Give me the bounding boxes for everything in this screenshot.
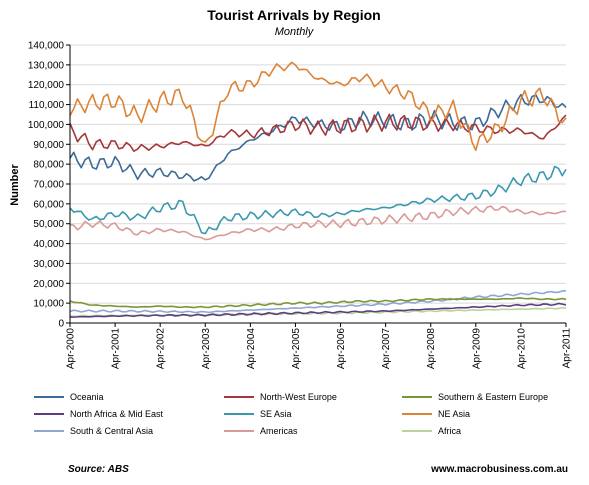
x-tick-label: Apr-2004 [246, 328, 257, 370]
x-tick-label: Apr-2009 [471, 328, 482, 370]
source-note: Source: ABS [68, 464, 129, 475]
y-tick-label: 100,000 [28, 120, 65, 131]
legend-label: SE Asia [260, 409, 292, 419]
legend-item: Africa [402, 426, 461, 436]
y-tick-label: 110,000 [29, 100, 65, 111]
y-tick-label: 30,000 [33, 259, 64, 270]
y-tick-label: 40,000 [33, 239, 64, 250]
y-tick-label: 10,000 [33, 299, 64, 310]
series-line-se-asia [69, 165, 567, 235]
y-tick-label: 0 [58, 319, 64, 330]
y-axis-label: Number [9, 164, 21, 206]
legend-label: Oceania [70, 392, 104, 402]
x-tick-label: Apr-2011 [562, 328, 573, 369]
series-line-americas [69, 205, 567, 241]
series-line-north-west-europe [69, 113, 567, 152]
y-tick-label: 50,000 [33, 219, 64, 230]
x-tick-label: Apr-2003 [201, 328, 212, 370]
y-axis-ticks: 0 10,000 20,000 30,000 40,000 50,000 60,000 70,… [28, 41, 70, 330]
y-tick-label: 60,000 [33, 199, 64, 210]
series-line-ne-asia [69, 61, 567, 152]
legend-label: Americas [260, 426, 298, 436]
legend-item: SE Asia [224, 409, 292, 419]
y-tick-label: 20,000 [33, 279, 64, 290]
legend-item: North-West Europe [224, 392, 337, 402]
legend-label: South & Central Asia [70, 426, 153, 436]
gridlines [70, 44, 566, 324]
legend-item: Oceania [34, 392, 104, 402]
x-tick-label: Apr-2008 [426, 328, 437, 370]
y-tick-label: 120,000 [28, 80, 65, 91]
series-lines [69, 61, 567, 318]
legend-label: Africa [438, 426, 461, 436]
legend-label: North Africa & Mid East [70, 409, 164, 419]
x-tick-label: Apr-2006 [336, 328, 347, 370]
x-axis-ticks: Apr-2000 Apr-2001 Apr-2002 Apr-2003 Apr-2004… [66, 323, 573, 369]
website-credit: www.macrobusiness.com.au [430, 464, 568, 475]
x-tick-label: Apr-2005 [291, 328, 302, 370]
legend-item: Americas [224, 426, 298, 436]
x-tick-label: Apr-2001 [111, 328, 122, 370]
series-line-north-africa-mid-east [69, 302, 567, 318]
legend-label: North-West Europe [260, 392, 337, 402]
legend-label: NE Asia [438, 409, 470, 419]
legend-item: NE Asia [402, 409, 470, 419]
chart-subtitle: Monthly [275, 26, 315, 38]
legend: Oceania North-West Europe Southern & Easte… [34, 392, 548, 436]
legend-item: North Africa & Mid East [34, 409, 164, 419]
x-tick-label: Apr-2007 [381, 328, 392, 370]
y-tick-label: 130,000 [28, 60, 65, 71]
y-tick-label: 70,000 [33, 180, 64, 191]
legend-label: Southern & Eastern Europe [438, 392, 548, 402]
series-line-southern-eastern-europe [69, 297, 567, 309]
chart-title: Tourist Arrivals by Region [207, 7, 380, 23]
x-tick-label: Apr-2002 [156, 328, 167, 370]
series-line-oceania [69, 93, 567, 182]
y-tick-label: 140,000 [28, 41, 65, 52]
y-tick-label: 90,000 [33, 140, 64, 151]
series-line-south-central-asia [69, 290, 567, 314]
y-tick-label: 80,000 [33, 160, 64, 171]
legend-item: Southern & Eastern Europe [402, 392, 548, 402]
x-tick-label: Apr-2010 [516, 328, 527, 370]
legend-item: South & Central Asia [34, 426, 153, 436]
x-tick-label: Apr-2000 [66, 328, 77, 370]
